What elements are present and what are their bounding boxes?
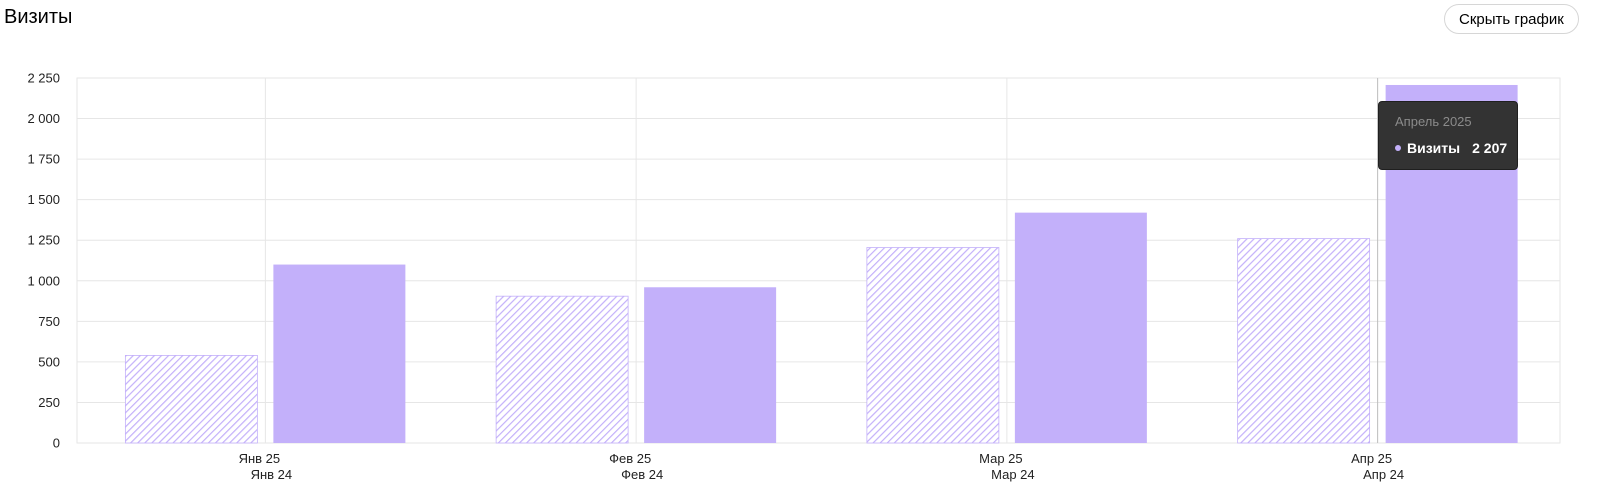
y-tick-label: 1 750 (27, 152, 60, 167)
tooltip-row: Визиты 2 207 (1395, 140, 1507, 156)
y-tick-label: 500 (38, 354, 60, 369)
x-tick-label-current: Янв 25 (239, 451, 281, 466)
y-tick-label: 2 000 (27, 111, 60, 126)
tooltip-series-label: Визиты (1407, 140, 1461, 156)
tooltip-value: 2 207 (1472, 140, 1508, 156)
tooltip-period: Апрель 2025 (1395, 114, 1472, 129)
bar-previous-year (866, 247, 1000, 444)
bar-current-year (1014, 212, 1147, 443)
y-tick-label: 750 (38, 314, 60, 329)
hide-chart-button[interactable]: Скрыть график (1444, 4, 1579, 34)
tooltip-series-dot (1395, 145, 1401, 151)
x-tick-label-previous: Фев 24 (621, 467, 663, 482)
y-tick-label: 2 250 (27, 71, 60, 86)
x-tick-label-current: Апр 25 (1351, 451, 1392, 466)
chart-title: Визиты (4, 6, 73, 28)
y-tick-label: 250 (38, 395, 60, 410)
bar-previous-year (495, 295, 629, 444)
x-tick-label-current: Мар 25 (979, 451, 1023, 466)
y-tick-label: 1 500 (27, 192, 60, 207)
y-tick-label: 0 (53, 436, 60, 451)
y-tick-label: 1 000 (27, 273, 60, 288)
bar-previous-year (1237, 238, 1371, 444)
y-tick-label: 1 250 (27, 233, 60, 248)
bar-previous-year (124, 354, 258, 444)
bar-current-year (644, 287, 777, 443)
x-tick-label-previous: Апр 24 (1363, 467, 1404, 482)
x-tick-label-previous: Мар 24 (991, 467, 1035, 482)
bar-current-year (273, 264, 406, 443)
chart-tooltip: Апрель 2025 Визиты 2 207 (1378, 101, 1518, 170)
x-tick-label-previous: Янв 24 (251, 467, 293, 482)
x-tick-label-current: Фев 25 (609, 451, 651, 466)
